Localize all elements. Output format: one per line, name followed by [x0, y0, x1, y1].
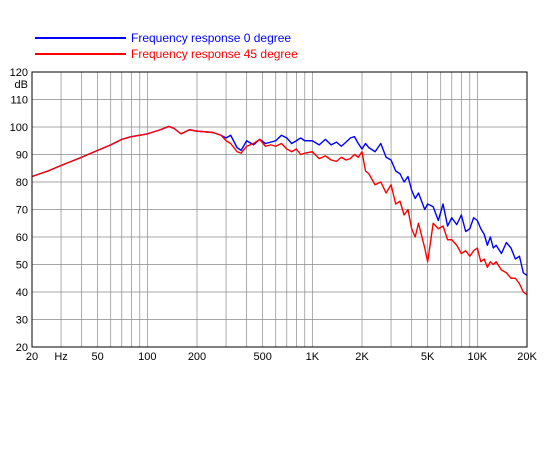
- legend-entry: Frequency response 45 degree: [131, 47, 298, 61]
- y-tick-label: 60: [16, 232, 28, 244]
- x-tick-label: 200: [188, 351, 206, 363]
- y-tick-label: 50: [16, 260, 28, 272]
- x-tick-label: 10K: [468, 351, 488, 363]
- legend-entry: Frequency response 0 degree: [131, 31, 291, 45]
- grid: [31, 71, 528, 348]
- plot-frame: [31, 71, 528, 348]
- y-axis-tick-labels: 20 30 40 50 60 70 80 90 100 110 120: [10, 67, 28, 354]
- y-tick-label: 20: [16, 342, 28, 354]
- x-tick-label: 20: [26, 351, 38, 363]
- y-tick-label: 110: [10, 95, 28, 107]
- series-line-0-degree: [31, 125, 528, 277]
- y-tick-label: 40: [16, 287, 28, 299]
- y-tick-label: 90: [16, 150, 28, 162]
- series-lines: [31, 125, 528, 296]
- x-tick-label: 50: [92, 351, 104, 363]
- y-tick-label: 100: [10, 122, 28, 134]
- y-tick-label: 70: [16, 205, 28, 217]
- x-tick-label: 5K: [421, 351, 435, 363]
- x-axis-tick-labels: 20 Hz 50 100 200 500 1K 2K 5K 10K 20K: [26, 351, 538, 363]
- x-tick-label: 2K: [355, 351, 369, 363]
- legend: Frequency response 0 degree Frequency res…: [35, 31, 298, 61]
- x-tick-label: Hz: [54, 351, 67, 363]
- y-tick-label: 120: [10, 67, 28, 79]
- y-tick-label: 80: [16, 177, 28, 189]
- x-tick-label: 1K: [306, 351, 320, 363]
- series-line-45-degree: [31, 125, 528, 296]
- y-axis-label: dB: [15, 79, 28, 91]
- x-tick-label: 500: [253, 351, 271, 363]
- x-tick-label: 20K: [517, 351, 537, 363]
- y-tick-label: 30: [16, 315, 28, 327]
- x-tick-label: 100: [138, 351, 156, 363]
